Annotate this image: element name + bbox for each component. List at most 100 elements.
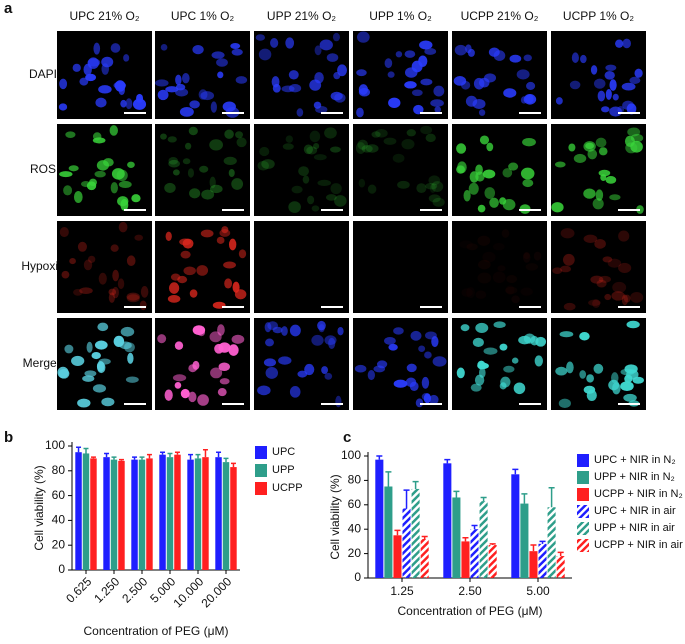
cell xyxy=(265,338,274,347)
cell xyxy=(73,191,83,204)
cell xyxy=(155,79,169,87)
bar xyxy=(384,486,393,578)
cell xyxy=(278,356,292,365)
cell xyxy=(209,331,222,343)
cell xyxy=(617,105,625,114)
cell xyxy=(285,135,294,143)
legend-swatch xyxy=(577,522,589,535)
cell xyxy=(454,44,467,56)
cell xyxy=(216,58,228,67)
cell xyxy=(84,370,97,377)
cell xyxy=(236,137,247,148)
cell xyxy=(357,139,368,150)
cell xyxy=(503,365,515,373)
cell xyxy=(209,176,216,189)
cell xyxy=(221,226,229,234)
cell xyxy=(120,199,129,211)
cell xyxy=(566,361,574,374)
micrograph xyxy=(254,31,349,119)
cell xyxy=(108,288,117,296)
cell xyxy=(325,194,337,201)
cell xyxy=(330,183,342,195)
cell xyxy=(597,90,606,102)
cell xyxy=(534,355,543,367)
cell xyxy=(583,188,596,199)
error-bar xyxy=(557,551,564,557)
cell xyxy=(288,70,299,80)
error-bar xyxy=(385,471,392,487)
cell xyxy=(513,382,526,395)
cell xyxy=(429,394,439,405)
cell xyxy=(224,129,234,139)
cell xyxy=(604,71,615,80)
cell xyxy=(311,205,320,212)
cell xyxy=(430,99,444,107)
cell xyxy=(289,385,301,398)
cell xyxy=(511,357,519,364)
error-bar xyxy=(462,536,469,542)
error-bar xyxy=(223,457,229,463)
cell xyxy=(324,127,337,139)
cell xyxy=(112,286,119,299)
cell xyxy=(160,44,168,51)
cell xyxy=(168,157,179,165)
cell xyxy=(291,185,303,194)
cell xyxy=(630,291,644,303)
cell xyxy=(231,178,244,190)
cell xyxy=(164,389,173,401)
cell xyxy=(77,241,87,252)
cell xyxy=(257,385,271,396)
micrograph xyxy=(155,31,250,119)
cell xyxy=(188,391,197,403)
cell xyxy=(324,372,333,380)
cell xyxy=(125,376,139,383)
micrograph xyxy=(57,221,152,313)
cell xyxy=(518,335,532,345)
cell xyxy=(108,292,116,303)
cell xyxy=(618,230,630,242)
cell xyxy=(523,251,531,260)
cell xyxy=(69,258,76,265)
cell xyxy=(559,265,572,273)
cell xyxy=(431,335,439,348)
cell xyxy=(124,342,135,353)
cell xyxy=(313,142,320,150)
cell xyxy=(265,367,279,379)
cell xyxy=(140,285,149,298)
cell xyxy=(460,80,471,90)
cell xyxy=(165,231,172,241)
cell xyxy=(180,250,191,259)
error-bar xyxy=(412,480,419,489)
y-tick-label: 0 xyxy=(58,562,65,576)
cell xyxy=(98,85,112,94)
column-header: UCPP 1% O₂ xyxy=(563,9,634,23)
error-bar xyxy=(202,448,208,458)
cell xyxy=(126,292,140,301)
cell xyxy=(319,39,333,51)
column-header: UPP 21% O₂ xyxy=(267,9,336,23)
cell xyxy=(77,398,91,408)
bar xyxy=(131,459,138,570)
cell xyxy=(228,238,237,251)
x-tick-label: 20.000 xyxy=(199,574,235,610)
error-bar xyxy=(521,493,528,504)
micrograph xyxy=(254,318,349,410)
cell xyxy=(477,204,486,213)
image-bg xyxy=(254,124,349,216)
error-bar xyxy=(421,535,428,539)
cell xyxy=(502,198,516,211)
cell xyxy=(334,195,347,207)
cell xyxy=(358,178,366,188)
cell xyxy=(579,332,590,341)
cell xyxy=(168,282,180,294)
cell xyxy=(223,156,237,166)
legend-label: UPP + NIR in N₂ xyxy=(594,471,675,483)
bar xyxy=(488,545,497,578)
y-tick-label: 0 xyxy=(354,570,361,584)
cell xyxy=(478,77,490,88)
cell xyxy=(255,34,265,41)
cell xyxy=(97,322,109,332)
cell xyxy=(92,384,107,393)
cell xyxy=(197,394,209,406)
